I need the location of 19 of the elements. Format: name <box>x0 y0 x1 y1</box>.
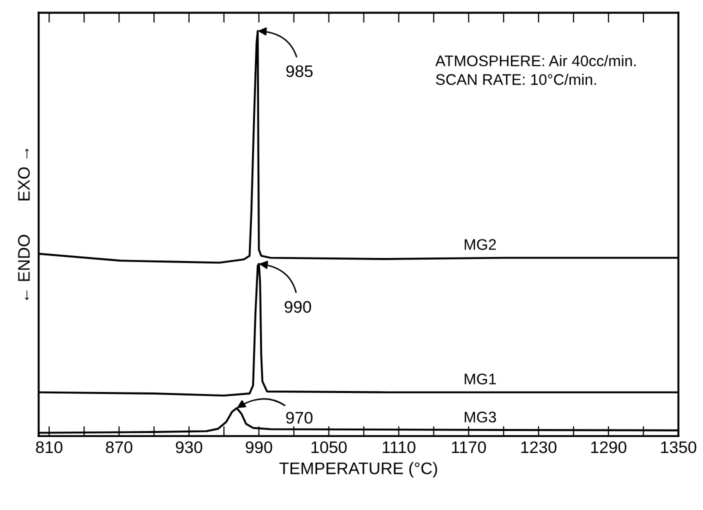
series-label: MG1 <box>464 374 496 384</box>
x-axis-title: TEMPERATURE (°C) <box>279 462 438 478</box>
x-tick-label: 990 <box>246 441 272 454</box>
x-tick-label: 1110 <box>382 441 416 454</box>
series-label: MG3 <box>464 412 496 422</box>
x-tick-label: 1290 <box>591 441 626 454</box>
x-tick-label: 930 <box>176 441 202 454</box>
x-tick-label: 810 <box>36 441 62 454</box>
series-label: MG2 <box>464 239 496 250</box>
x-tick-label: 1170 <box>452 441 486 454</box>
annotation: 985 <box>286 65 313 78</box>
y-axis-title: ← ENDO EXO → <box>18 148 30 300</box>
x-tick-label: 870 <box>106 441 132 454</box>
annotation: ATMOSPHERE: Air 40cc/min. SCAN RATE: 10°C/min. <box>435 55 636 85</box>
x-tick-label: 1350 <box>661 441 696 454</box>
x-tick-label: 1230 <box>521 441 556 454</box>
annotation: 970 <box>286 412 313 424</box>
x-tick-label: 1050 <box>312 441 347 454</box>
annotation: 990 <box>284 301 312 313</box>
